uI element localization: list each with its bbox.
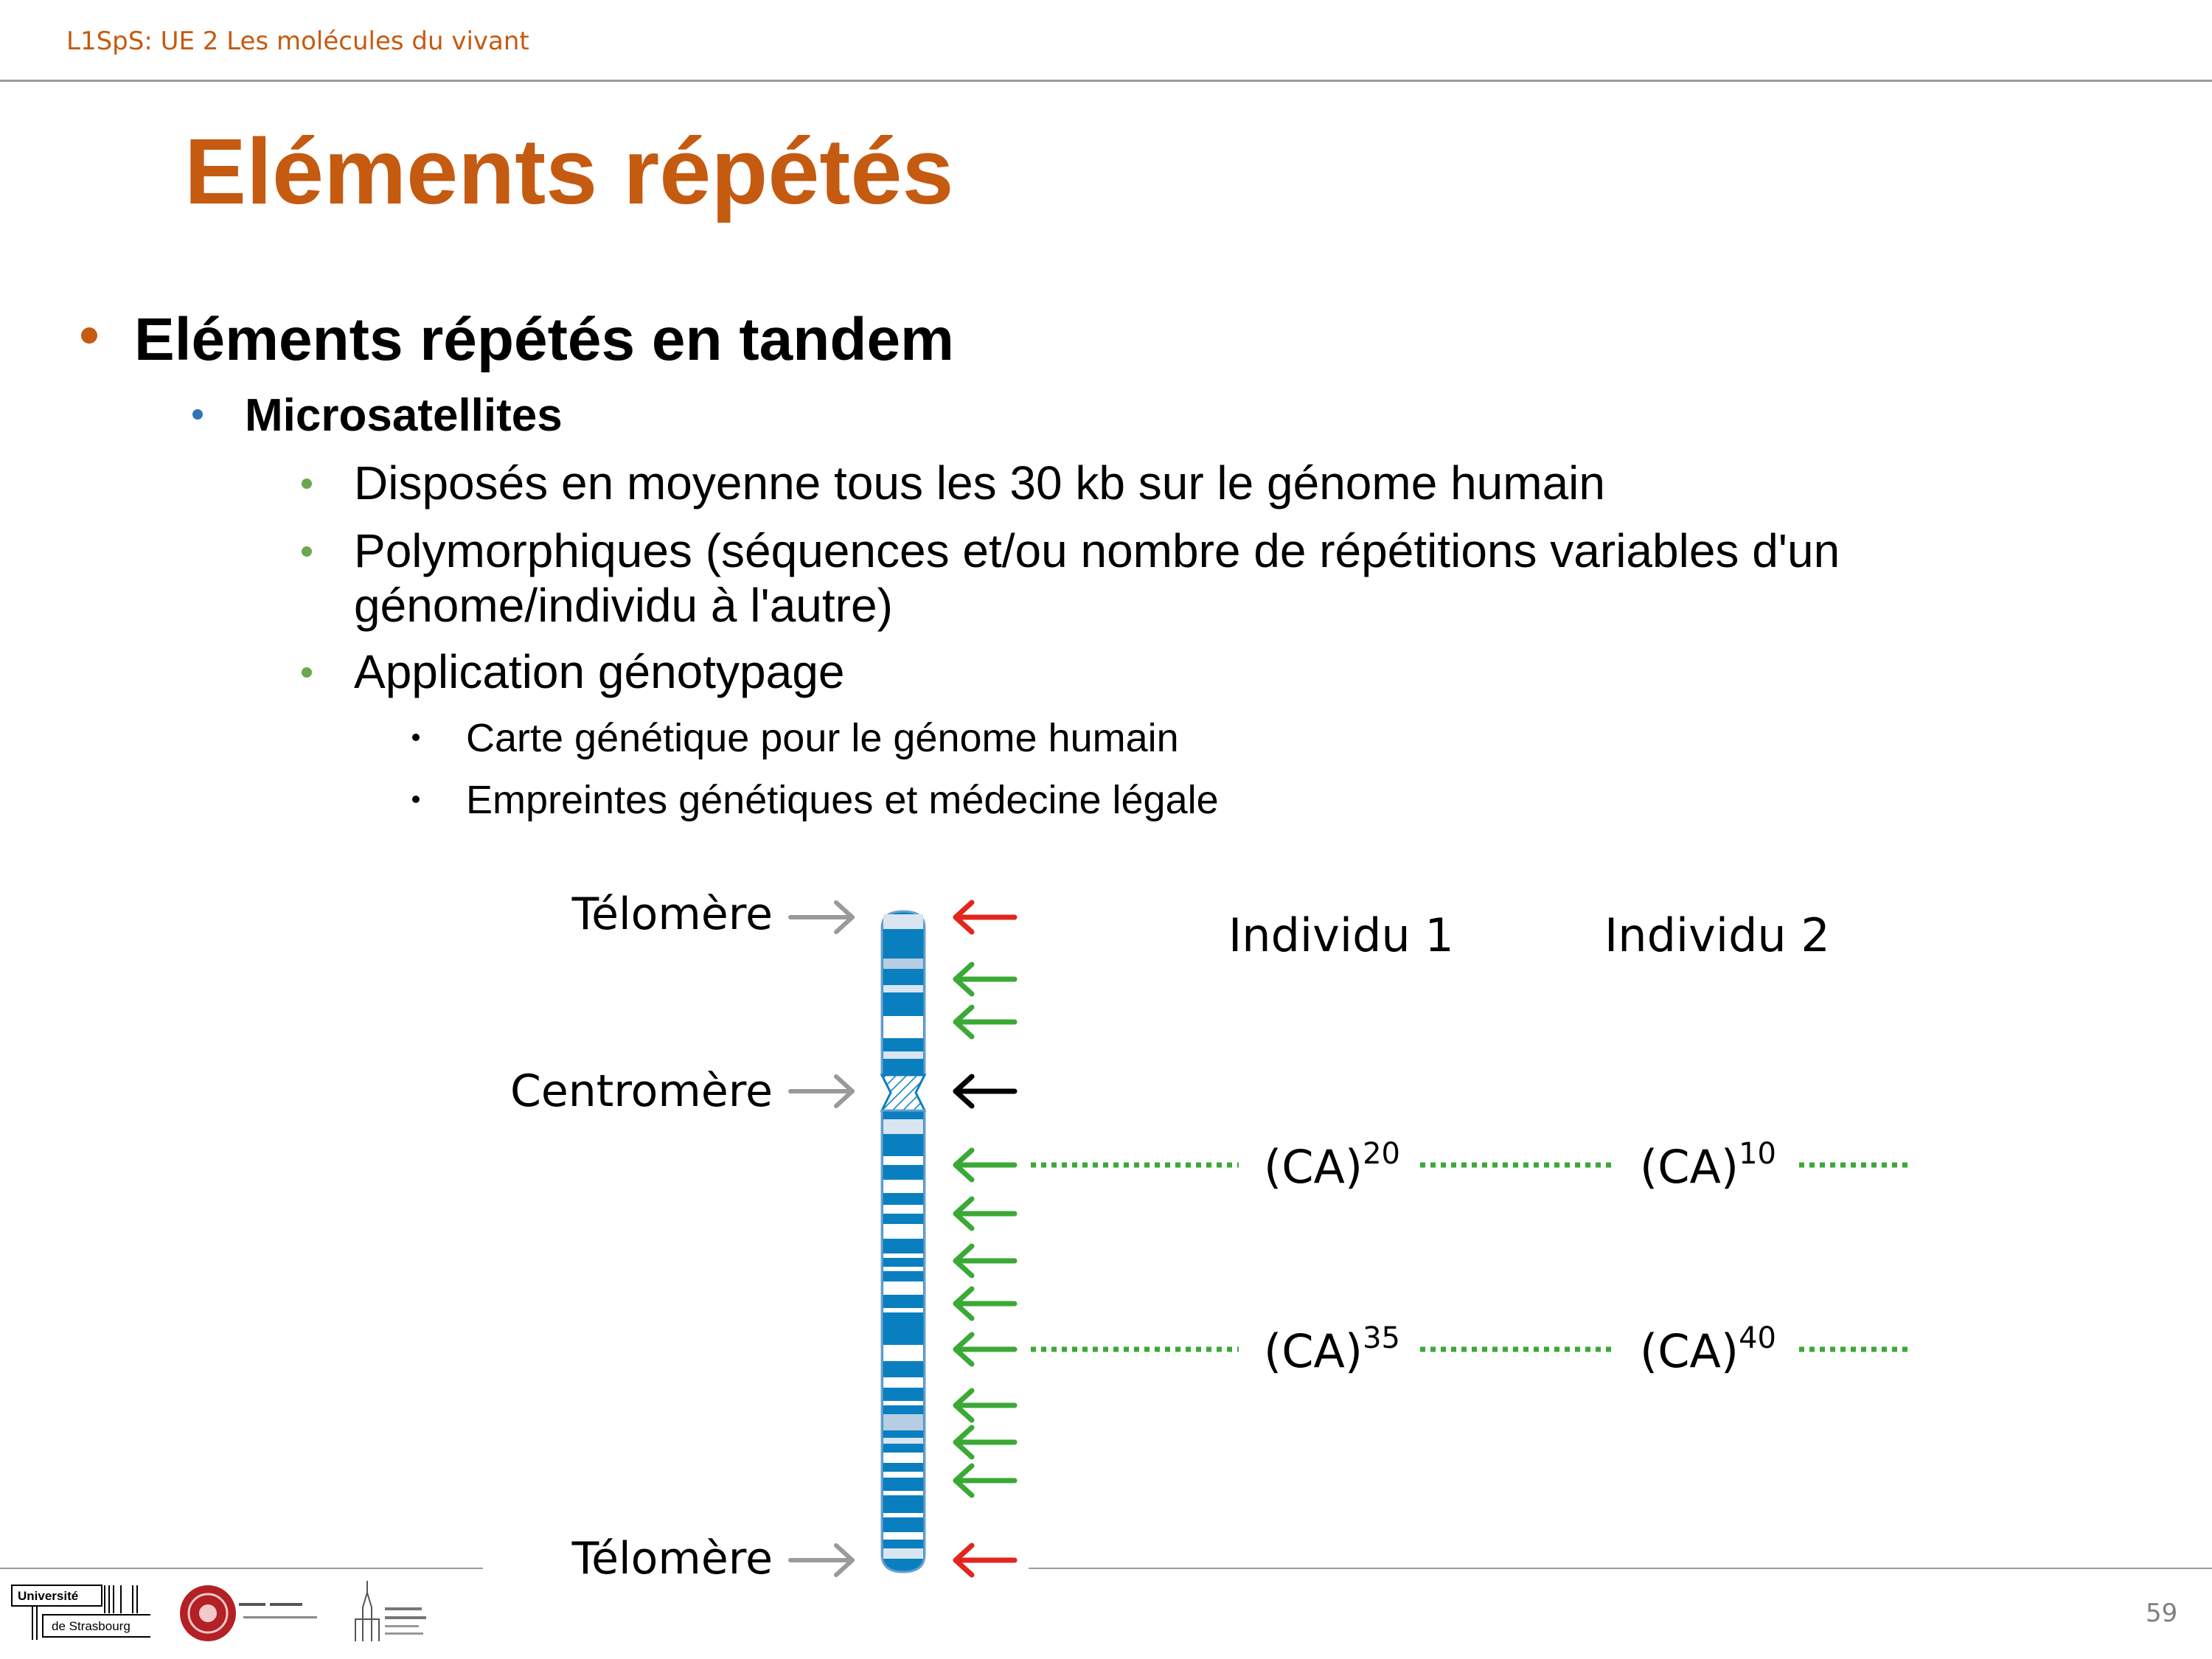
repeat-counts: (CA)20 (CA)10 (CA)35 (CA)40 [1264, 1137, 1776, 1378]
header-divider [0, 80, 2212, 82]
arrow-left-icon [953, 1425, 1018, 1460]
slide-title: Eléments répétés [184, 119, 954, 223]
bullet-microsatellites: Microsatellites [245, 390, 563, 441]
footer-divider-left [0, 1568, 483, 1569]
faculte-medecine-logo [180, 1585, 317, 1641]
label-telomere-top: Télomère [571, 888, 773, 940]
arrow-left-icon [953, 961, 1018, 997]
bullet-dot-black [412, 796, 420, 803]
course-header: L1SpS: UE 2 Les molécules du vivant [66, 27, 529, 56]
repeat-ind2-row1: (CA)10 [1640, 1137, 1776, 1194]
hopitaux-universitaires-logo [355, 1581, 426, 1641]
arrow-left-icon [953, 1004, 1018, 1040]
centromere-arrow [953, 1074, 1018, 1109]
arrow-left-icon [953, 1463, 1018, 1498]
bullet-dot-blue [192, 409, 203, 420]
arrow-right-icon [788, 1543, 855, 1577]
microsatellite-arrows [953, 961, 1018, 1498]
bullet-dot-green [302, 479, 312, 489]
arrow-left-icon [953, 1074, 1018, 1109]
chromosome-p-arm [880, 910, 926, 1077]
label-arrows [788, 900, 855, 1577]
universite-strasbourg-logo: Université de Strasbourg [11, 1585, 150, 1640]
arrow-left-icon [953, 1388, 1018, 1423]
chromosome-bands [883, 914, 923, 1559]
bullet-dot-black [412, 734, 420, 741]
bullet-dot-orange [81, 327, 97, 344]
bullet-disposes: Disposés en moyenne tous les 30 kb sur l… [354, 456, 1605, 509]
repeat-ind1-row1: (CA)20 [1264, 1137, 1400, 1194]
page-number: 59 [2146, 1599, 2178, 1628]
bullet-dot-green [302, 667, 312, 678]
arrow-left-icon [953, 1332, 1018, 1367]
bullet-polymorphiques-cont: génome/individu à l'autre) [354, 579, 893, 632]
bullet-tandem: Eléments répétés en tandem [134, 306, 954, 373]
bullet-empreintes: Empreintes génétiques et médecine légale [466, 778, 1219, 822]
arrow-left-icon [953, 1243, 1018, 1279]
bullet-polymorphiques: Polymorphiques (séquences et/ou nombre d… [354, 524, 1840, 577]
footer-divider-right [1029, 1568, 2212, 1569]
label-telomere-bottom: Télomère [571, 1533, 773, 1585]
label-centromere: Centromère [510, 1065, 773, 1117]
repeat-ind2-row2: (CA)40 [1640, 1321, 1776, 1378]
repeat-ind1-row2: (CA)35 [1264, 1321, 1400, 1378]
bullet-carte: Carte génétique pour le génome humain [466, 716, 1179, 760]
chromosome [880, 910, 927, 1573]
diagram-labels: Télomère Centromère Télomère Individu 1 … [510, 888, 1830, 1585]
label-individu-2: Individu 2 [1604, 908, 1830, 962]
telomere-arrows [953, 900, 1018, 1578]
arrow-right-icon [788, 900, 855, 934]
svg-text:Université: Université [18, 1589, 78, 1603]
chromosome-centromere [880, 1074, 927, 1112]
arrow-left-icon [953, 900, 1018, 935]
arrow-right-icon [788, 1074, 855, 1108]
arrow-left-icon [953, 1196, 1018, 1231]
chromosome-q-arm [880, 1109, 926, 1573]
arrow-left-icon [953, 1286, 1018, 1321]
arrow-left-icon [953, 1147, 1018, 1183]
bullet-application: Application génotypage [354, 645, 845, 698]
arrow-left-icon [953, 1543, 1018, 1578]
svg-text:de Strasbourg: de Strasbourg [52, 1619, 131, 1633]
label-individu-1: Individu 1 [1228, 908, 1454, 962]
dotted-lines [1031, 1162, 1910, 1352]
bullet-dot-green [302, 546, 312, 557]
